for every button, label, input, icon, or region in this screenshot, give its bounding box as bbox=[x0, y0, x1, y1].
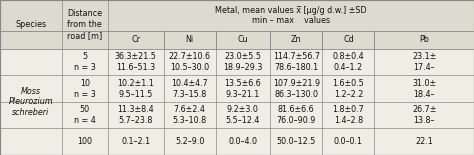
Text: Cr: Cr bbox=[131, 35, 140, 44]
Text: 22.1: 22.1 bbox=[415, 137, 433, 146]
Text: 50.0–12.5: 50.0–12.5 bbox=[276, 137, 316, 146]
Bar bbox=[0, 31, 474, 49]
Text: 0.8±0.4
0.4–1.2: 0.8±0.4 0.4–1.2 bbox=[333, 52, 364, 72]
Text: 23.1±
17.4–: 23.1± 17.4– bbox=[412, 52, 437, 72]
Text: 36.3±21.5
11.6–51.3: 36.3±21.5 11.6–51.3 bbox=[115, 52, 157, 72]
Text: 10.4±4.7
7.3–15.8: 10.4±4.7 7.3–15.8 bbox=[171, 79, 208, 99]
Text: 5.2–9.0: 5.2–9.0 bbox=[175, 137, 204, 146]
Text: 100: 100 bbox=[77, 137, 92, 146]
Bar bbox=[0, 0, 474, 31]
Text: 26.7±
13.8–: 26.7± 13.8– bbox=[412, 105, 437, 125]
Text: Moss
Pleurozium
schreberi: Moss Pleurozium schreberi bbox=[9, 87, 53, 117]
Bar bbox=[0, 49, 474, 75]
Text: Distance
from the
road [m]: Distance from the road [m] bbox=[67, 9, 102, 40]
Text: 5
n = 3: 5 n = 3 bbox=[74, 52, 96, 72]
Text: Zn: Zn bbox=[291, 35, 301, 44]
Text: Cd: Cd bbox=[343, 35, 354, 44]
Text: 10
n = 3: 10 n = 3 bbox=[74, 79, 96, 99]
Text: Pb: Pb bbox=[419, 35, 429, 44]
Bar bbox=[0, 128, 474, 155]
Text: Cu: Cu bbox=[237, 35, 248, 44]
Text: 1.8±0.7
1.4–2.8: 1.8±0.7 1.4–2.8 bbox=[333, 105, 364, 125]
Text: 31.0±
18.4–: 31.0± 18.4– bbox=[412, 79, 436, 99]
Text: 114.7±56.7
78.6–180.1: 114.7±56.7 78.6–180.1 bbox=[273, 52, 320, 72]
Text: 7.6±2.4
5.3–10.8: 7.6±2.4 5.3–10.8 bbox=[173, 105, 207, 125]
Text: 9.2±3.0
5.5–12.4: 9.2±3.0 5.5–12.4 bbox=[226, 105, 260, 125]
Text: 22.7±10.6
10.5–30.0: 22.7±10.6 10.5–30.0 bbox=[169, 52, 210, 72]
Text: 11.3±8.4
5.7–23.8: 11.3±8.4 5.7–23.8 bbox=[118, 105, 154, 125]
Bar bbox=[0, 102, 474, 128]
Text: 0.0–4.0: 0.0–4.0 bbox=[228, 137, 257, 146]
Text: 10.2±1.1
9.5–11.5: 10.2±1.1 9.5–11.5 bbox=[118, 79, 154, 99]
Bar bbox=[0, 75, 474, 102]
Text: 0.0–0.1: 0.0–0.1 bbox=[334, 137, 363, 146]
Text: 1.6±0.5
1.2–2.2: 1.6±0.5 1.2–2.2 bbox=[333, 79, 364, 99]
Text: 13.5±6.6
9.3–21.1: 13.5±6.6 9.3–21.1 bbox=[225, 79, 261, 99]
Text: Metal, mean values x̅ [μg/g d.w.] ±SD
min – max    values: Metal, mean values x̅ [μg/g d.w.] ±SD mi… bbox=[215, 6, 367, 25]
Text: 81.6±6.6
76.0–90.9: 81.6±6.6 76.0–90.9 bbox=[276, 105, 316, 125]
Text: 107.9±21.9
86.3–130.0: 107.9±21.9 86.3–130.0 bbox=[273, 79, 320, 99]
Text: 23.0±5.5
18.9–29.3: 23.0±5.5 18.9–29.3 bbox=[223, 52, 263, 72]
Text: Species: Species bbox=[15, 20, 46, 29]
Text: 0.1–2.1: 0.1–2.1 bbox=[121, 137, 150, 146]
Text: Ni: Ni bbox=[185, 35, 194, 44]
Text: 50
n = 4: 50 n = 4 bbox=[74, 105, 96, 125]
